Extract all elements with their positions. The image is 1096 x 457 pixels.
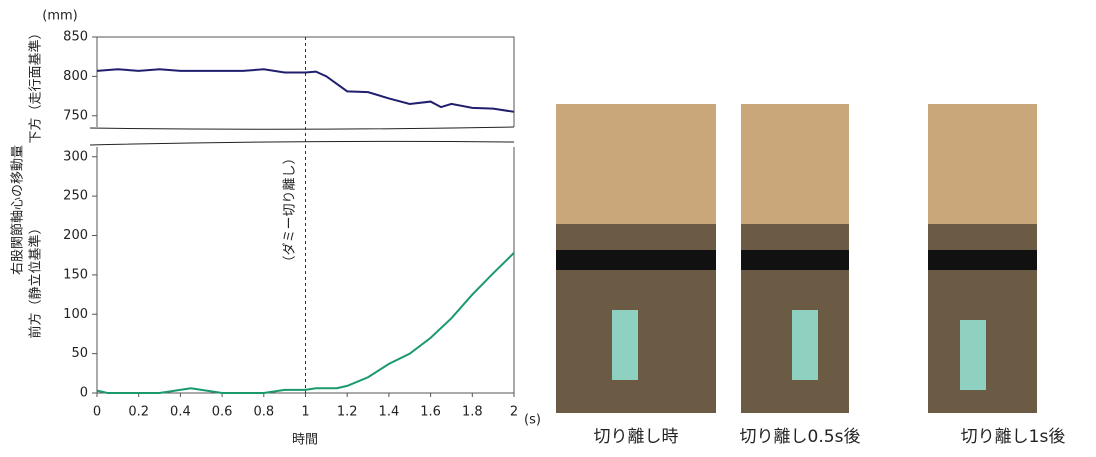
x-tick-label: 0.2 xyxy=(128,405,149,420)
y-tick-label: 50 xyxy=(71,346,88,361)
y-tick-label: 300 xyxy=(63,149,88,164)
y-tick-label: 850 xyxy=(63,30,88,45)
x-tick-label: 0.4 xyxy=(170,405,191,420)
photo-bg xyxy=(928,104,1037,224)
photo-rail xyxy=(928,250,1037,270)
x-label: 時間 xyxy=(292,433,318,448)
x-tick-label: 0.8 xyxy=(253,405,274,420)
photo-bg xyxy=(556,104,716,224)
photo-leg xyxy=(960,320,986,390)
photo-rail xyxy=(556,250,716,270)
annotation: （ダミー切り離し） xyxy=(283,151,298,268)
x-tick-label: 1.6 xyxy=(420,405,441,420)
y-tick-label: 250 xyxy=(63,189,88,204)
data-line xyxy=(96,68,515,113)
y-label: 右股関節軸心の移動量 xyxy=(11,145,26,275)
y-tick-label: 150 xyxy=(63,267,88,282)
break-mask xyxy=(90,127,520,147)
x-tick-label: 1.2 xyxy=(337,405,358,420)
y-tick-label: 100 xyxy=(63,307,88,322)
photo-leg xyxy=(612,310,638,380)
y-unit: (mm) xyxy=(42,9,77,24)
x-unit: (s) xyxy=(524,413,541,428)
axis-break xyxy=(89,126,515,146)
x-tick-label: 1 xyxy=(301,405,309,420)
photo-caption: 切り離し時 xyxy=(594,427,679,447)
x-tick-label: 2 xyxy=(510,405,518,420)
y-tick-label: 0 xyxy=(80,386,88,401)
y-label: 前方（静立位基準） xyxy=(28,221,44,338)
y-tick-label: 750 xyxy=(63,108,88,123)
photo-bg xyxy=(741,104,849,224)
y-tick-label: 800 xyxy=(63,69,88,84)
photo-leg xyxy=(792,310,818,380)
x-tick-label: 0.6 xyxy=(212,405,233,420)
photo-caption: 切り離し1s後 xyxy=(961,427,1066,447)
x-tick-label: 1.4 xyxy=(379,405,400,420)
photo-rail xyxy=(741,250,849,270)
photo-caption: 切り離し0.5s後 xyxy=(740,427,861,447)
data-line xyxy=(96,252,515,394)
y-label: 下方（走行面基準） xyxy=(28,26,44,143)
x-tick-label: 0 xyxy=(93,405,101,420)
x-tick-label: 1.8 xyxy=(462,405,483,420)
photos xyxy=(556,104,1037,413)
y-tick-label: 200 xyxy=(63,228,88,243)
